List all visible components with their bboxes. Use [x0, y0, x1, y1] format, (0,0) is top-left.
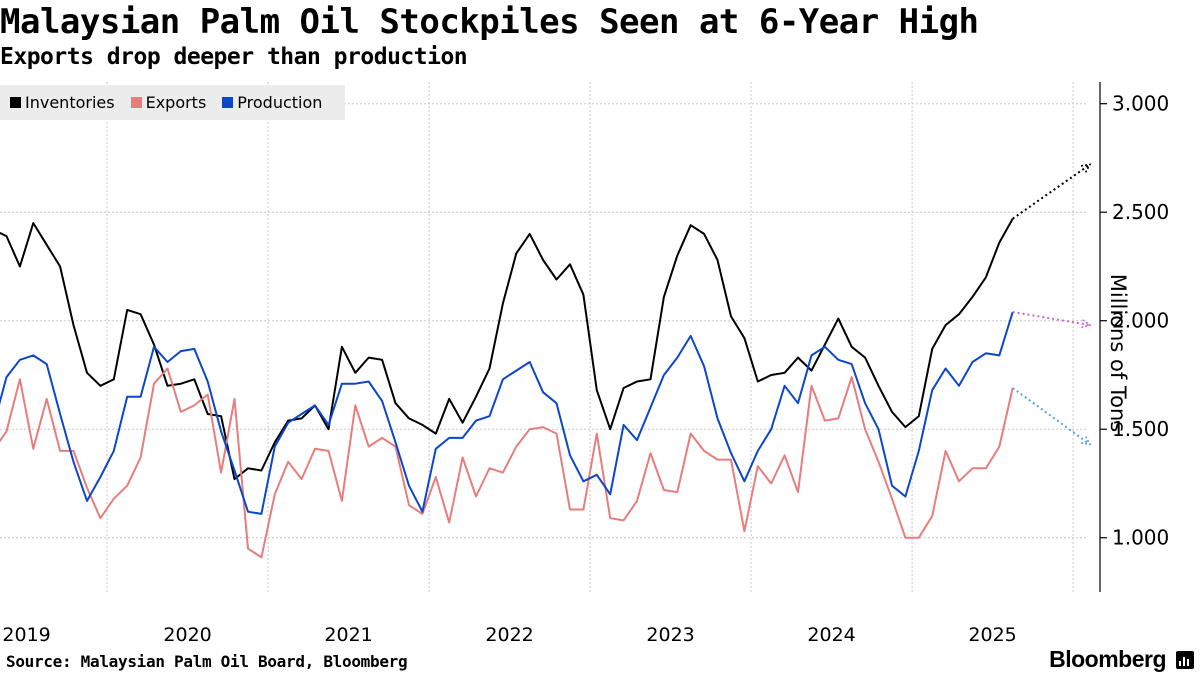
- legend-swatch-production: [222, 97, 234, 108]
- x-tick-label: 2023: [646, 624, 694, 646]
- legend-item-production[interactable]: Production: [222, 93, 322, 112]
- legend-swatch-exports: [130, 97, 142, 108]
- legend-item-inventories[interactable]: Inventories: [10, 93, 115, 112]
- y-tick-label: 1.000: [1112, 526, 1169, 550]
- x-tick-label: 2022: [485, 624, 533, 646]
- legend-item-exports[interactable]: Exports: [130, 93, 207, 112]
- y-axis-label: Millions of Tons: [1106, 273, 1130, 433]
- chart-title: Malaysian Palm Oil Stockpiles Seen at 6-…: [0, 2, 979, 42]
- bloomberg-chart-icon: [1176, 651, 1194, 669]
- y-tick-label: 2.500: [1112, 200, 1169, 224]
- series-line-production: [0, 311, 1014, 515]
- x-tick-label: 2020: [163, 624, 211, 646]
- projection-line-production: [1012, 311, 1091, 327]
- projection-line-exports: [1012, 387, 1091, 446]
- series-line-inventories: [0, 218, 1014, 481]
- x-tick-label: 2021: [324, 624, 372, 646]
- chart-subtitle: Exports drop deeper than production: [0, 44, 468, 70]
- x-tick-label: 2024: [807, 624, 855, 646]
- legend-label-inventories: Inventories: [25, 93, 115, 112]
- legend-label-exports: Exports: [145, 93, 207, 112]
- source-note: Source: Malaysian Palm Oil Board, Bloomb…: [6, 652, 408, 671]
- y-tick-label: 3.000: [1112, 92, 1169, 116]
- legend-swatch-inventories: [10, 97, 21, 108]
- projection-arrowhead: [1081, 436, 1092, 446]
- y-tick-label: 2.000: [1112, 309, 1169, 333]
- legend-label-production: Production: [237, 93, 323, 112]
- brand-logo: Bloomberg: [1049, 646, 1166, 672]
- series-line-exports: [0, 367, 1014, 559]
- projection-arrowhead: [1081, 319, 1092, 329]
- projection-line-inventories: [1012, 163, 1091, 220]
- y-tick-label: 1.500: [1112, 417, 1169, 441]
- chart-legend: Inventories Exports Production: [0, 85, 345, 120]
- projection-arrowhead: [1080, 163, 1092, 173]
- x-tick-label: 2019: [2, 624, 50, 646]
- x-tick-label: 2025: [968, 624, 1016, 646]
